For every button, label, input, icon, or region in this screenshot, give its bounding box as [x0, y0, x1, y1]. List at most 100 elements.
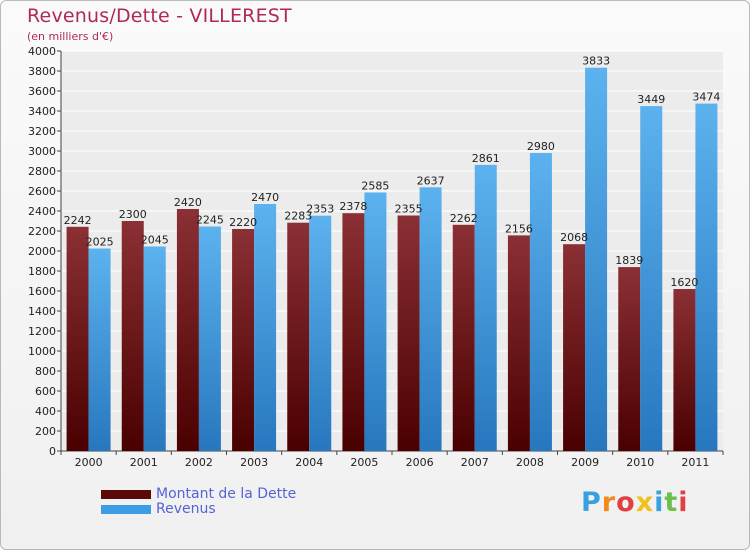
x-tick-label: 2004 [295, 456, 323, 469]
y-tick-label: 1600 [28, 285, 56, 298]
bar-debt [232, 229, 255, 451]
bar-revenus [474, 164, 497, 451]
y-tick-label: 2000 [28, 245, 56, 258]
data-label-revenus: 2980 [527, 140, 555, 153]
y-tick-label: 2400 [28, 205, 56, 218]
x-tick-label: 2002 [185, 456, 213, 469]
data-label-debt: 2283 [284, 210, 312, 223]
grid-layer [57, 50, 724, 455]
bar-revenus [419, 187, 442, 452]
data-label-debt: 2242 [64, 214, 92, 227]
y-tick-label: 2600 [28, 185, 56, 198]
data-label-debt: 2156 [505, 222, 533, 235]
x-tick-label: 2008 [516, 456, 544, 469]
legend-label-debt: Montant de la Dette [156, 486, 297, 502]
x-tick-label: 2009 [571, 456, 599, 469]
x-tick-label: 2006 [406, 456, 434, 469]
bar-debt [563, 244, 586, 451]
data-label-revenus: 2637 [417, 174, 445, 187]
y-tick-label: 3200 [28, 125, 56, 138]
y-tick-label: 1000 [28, 345, 56, 358]
brand-letter: i [654, 487, 665, 518]
y-tick-label: 3600 [28, 85, 56, 98]
data-label-revenus: 2025 [86, 236, 114, 249]
x-tick-label: 2011 [681, 456, 709, 469]
bar-debt [176, 209, 199, 451]
data-label-revenus: 2245 [196, 214, 224, 227]
x-tick-label: 2001 [130, 456, 158, 469]
data-label-debt: 2262 [450, 212, 478, 225]
bar-revenus [309, 215, 332, 451]
data-label-debt: 2300 [119, 208, 147, 221]
y-tick-label: 1200 [28, 325, 56, 338]
bar-revenus [88, 248, 111, 451]
data-label-debt: 2420 [174, 196, 202, 209]
bar-revenus [143, 246, 166, 451]
bar-revenus [640, 106, 663, 451]
y-tick-label: 1800 [28, 265, 56, 278]
x-tick-label: 2007 [461, 456, 489, 469]
data-label-revenus: 2045 [141, 234, 169, 247]
bar-debt [397, 215, 420, 451]
legend-swatch-revenus [101, 505, 151, 514]
y-tick-label: 3400 [28, 105, 56, 118]
data-label-revenus: 3833 [582, 55, 610, 68]
data-label-debt: 2378 [339, 200, 367, 213]
data-label-revenus: 2861 [472, 152, 500, 165]
data-label-debt: 1620 [670, 276, 698, 289]
bar-debt [66, 226, 89, 451]
brand-letter: P [581, 487, 602, 518]
x-tick-label: 2003 [240, 456, 268, 469]
data-label-debt: 2355 [395, 203, 423, 216]
data-label-revenus: 3449 [637, 93, 665, 106]
x-tick-label: 2010 [626, 456, 654, 469]
brand-letter: r [601, 487, 617, 518]
bar-debt [287, 222, 310, 451]
bar-debt [673, 289, 696, 451]
brand-letter: x [635, 487, 655, 518]
bar-revenus [254, 204, 277, 451]
chart-title: Revenus/Dette - VILLEREST [27, 5, 292, 27]
y-tick-label: 200 [35, 425, 56, 438]
y-tick-label: 400 [35, 405, 56, 418]
y-tick-label: 2200 [28, 225, 56, 238]
x-tick-label: 2005 [350, 456, 378, 469]
bar-revenus [198, 226, 221, 451]
y-tick-label: 1400 [28, 305, 56, 318]
y-tick-label: 600 [35, 385, 56, 398]
y-tick-label: 800 [35, 365, 56, 378]
legend-label-revenus: Revenus [156, 501, 216, 517]
y-tick-label: 3800 [28, 65, 56, 78]
y-tick-label: 0 [49, 445, 56, 458]
brand-letter: i [678, 487, 689, 518]
bar-debt [452, 224, 475, 451]
brand-letter: t [664, 487, 679, 518]
y-tick-label: 4000 [28, 45, 56, 58]
bar-revenus [585, 67, 608, 451]
y-tick-label: 3000 [28, 145, 56, 158]
label-layer: 0 200 400 600 800 1000 1200 1400 1600 1800 2000 220… [28, 45, 720, 469]
chart-subtitle: (en milliers d'€) [27, 30, 114, 43]
bar-revenus [529, 153, 552, 451]
data-label-revenus: 2470 [251, 191, 279, 204]
legend-swatch-debt [101, 490, 151, 499]
bar-debt [507, 235, 530, 451]
bar-debt [618, 267, 641, 451]
y-tick-label: 2800 [28, 165, 56, 178]
data-label-debt: 1839 [615, 254, 643, 267]
data-label-revenus: 2585 [361, 180, 389, 193]
data-label-revenus: 3474 [692, 91, 720, 104]
bar-debt [342, 213, 365, 451]
data-label-debt: 2220 [229, 216, 257, 229]
bar-debt [121, 221, 144, 451]
bar-layer [66, 67, 718, 452]
brand-letter: o [616, 487, 636, 518]
data-label-revenus: 2353 [306, 203, 334, 216]
brand-logo: Proxiti [581, 487, 689, 518]
bar-revenus [364, 192, 387, 451]
data-label-debt: 2068 [560, 231, 588, 244]
x-tick-label: 2000 [75, 456, 103, 469]
bar-revenus [695, 103, 718, 451]
